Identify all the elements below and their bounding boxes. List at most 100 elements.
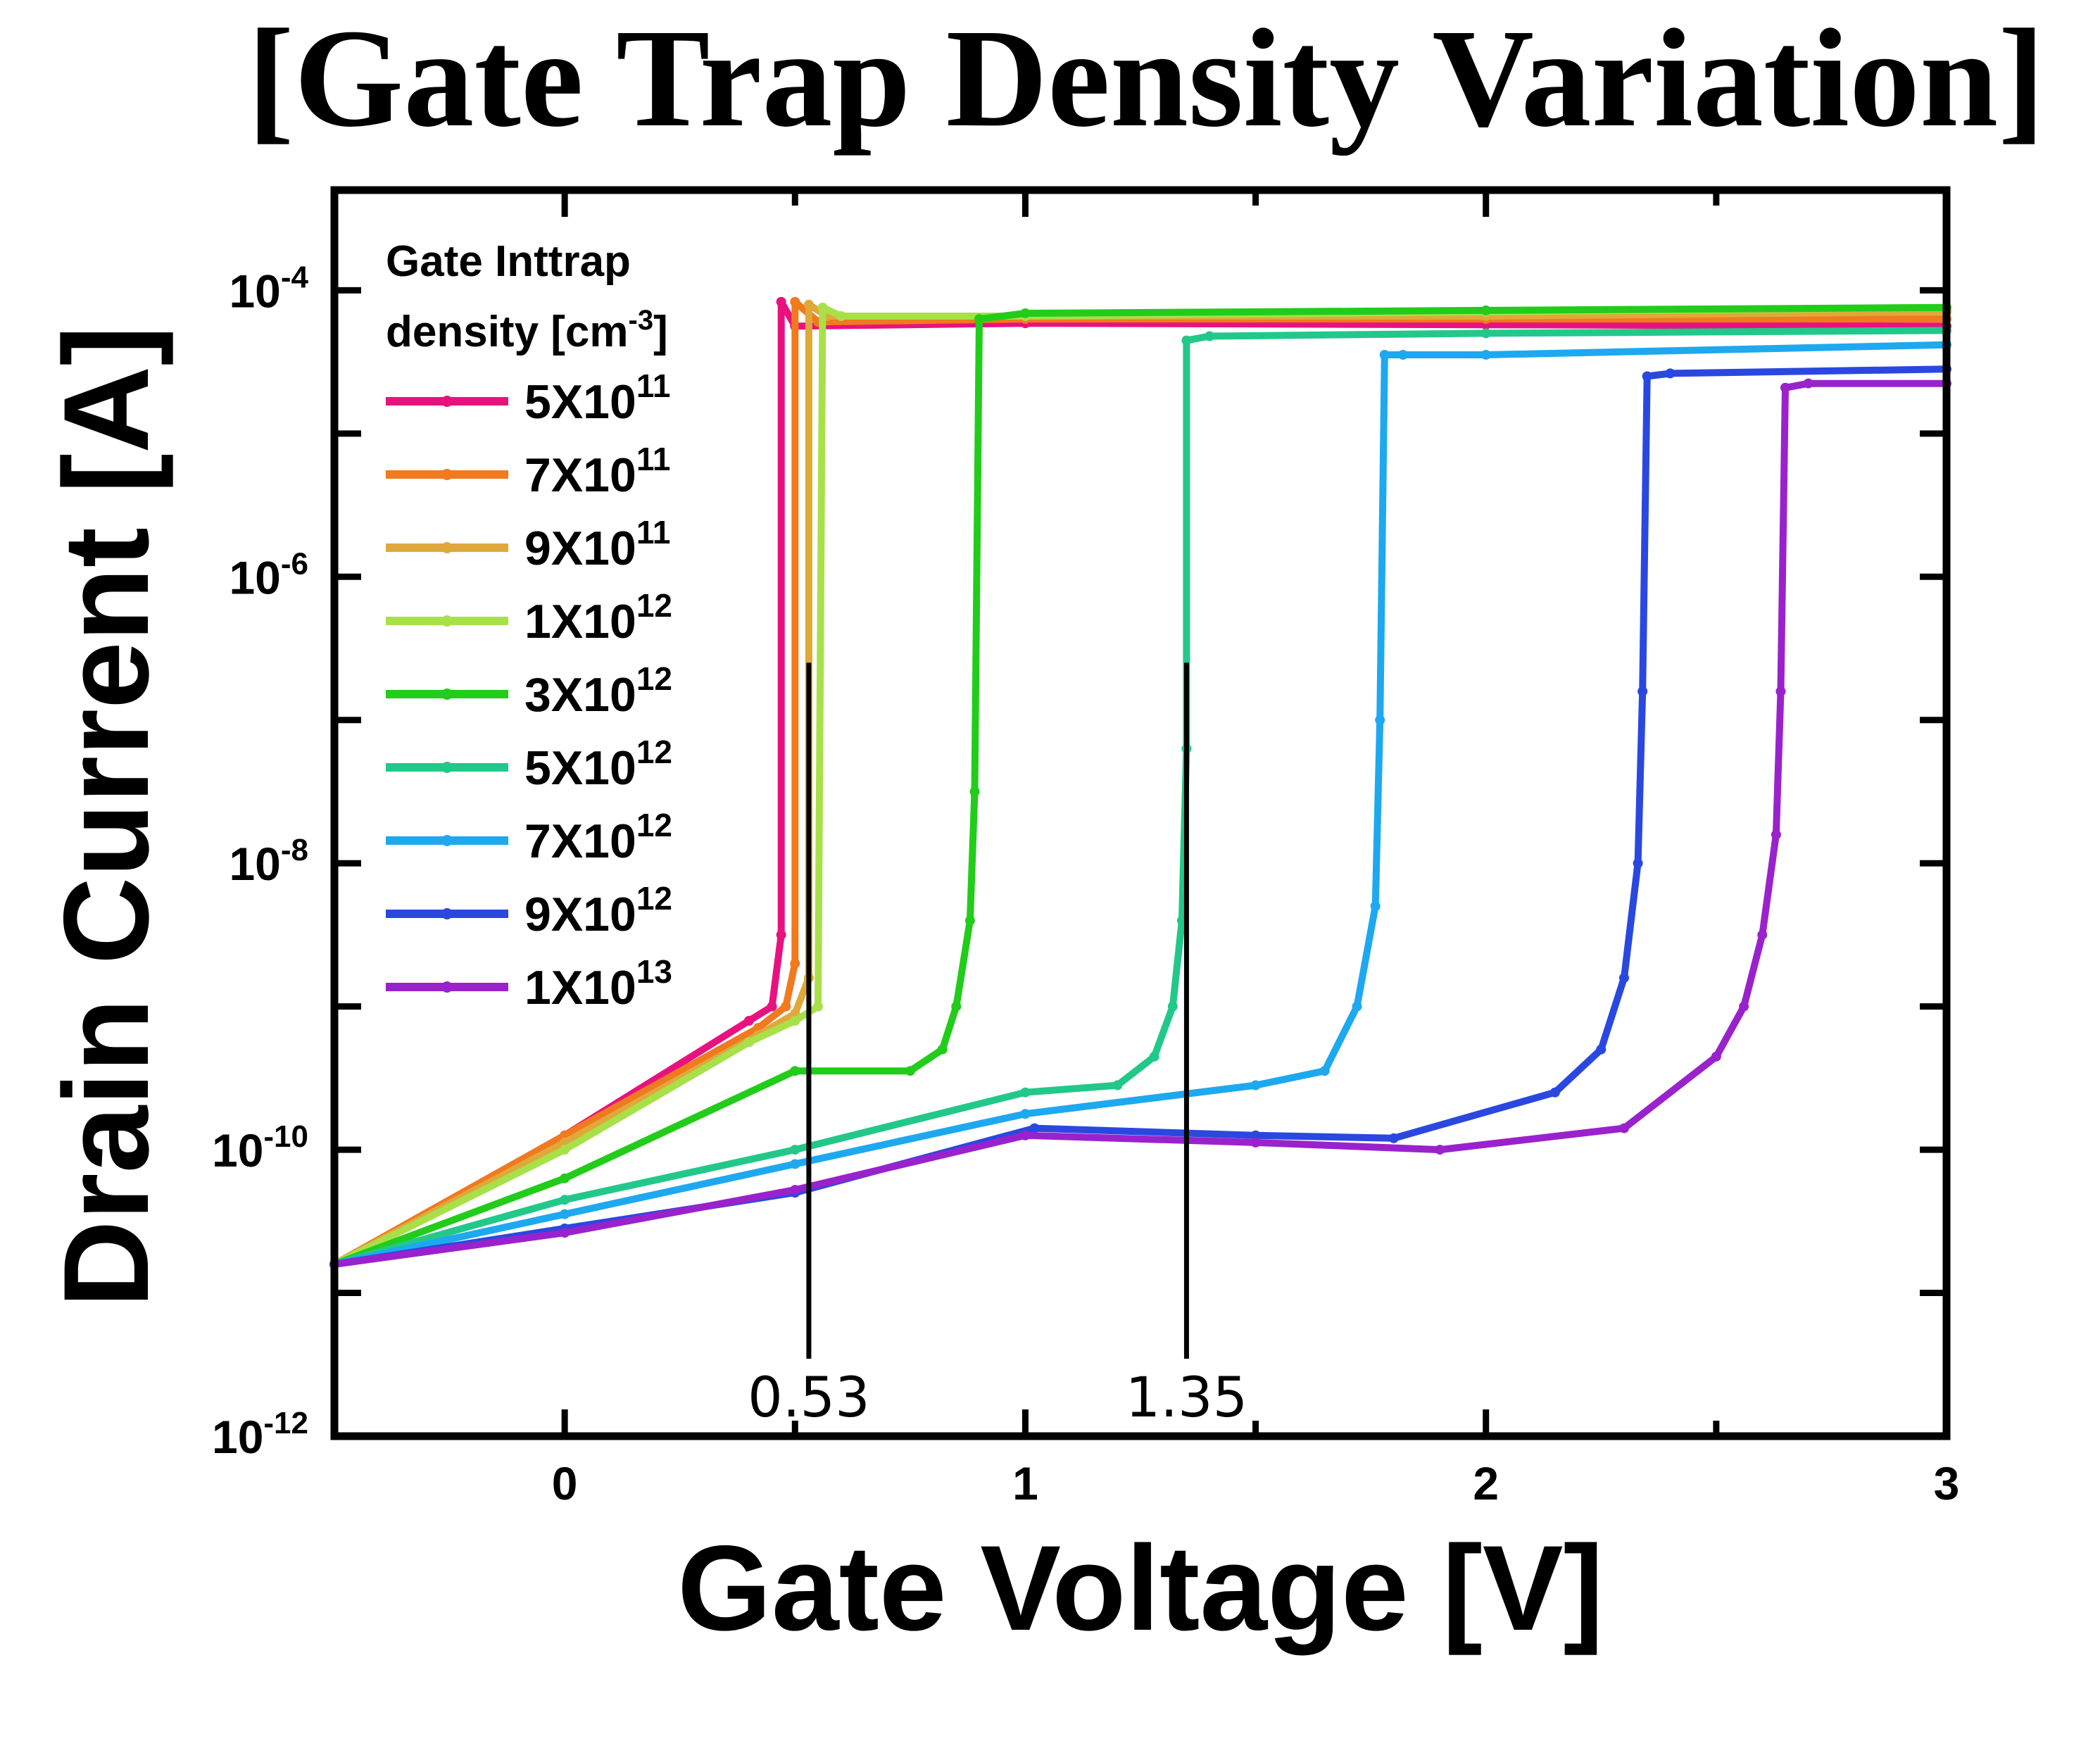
- data-point: [817, 302, 828, 313]
- data-point: [836, 311, 846, 322]
- data-point: [1397, 349, 1408, 360]
- legend-item: 7X1011: [386, 441, 670, 502]
- data-point: [1480, 305, 1491, 315]
- data-point: [776, 929, 786, 940]
- data-point: [1388, 1133, 1399, 1143]
- legend-label: 3X1012: [524, 660, 672, 722]
- data-point: [1775, 686, 1786, 697]
- data-point: [1250, 1130, 1261, 1140]
- data-point: [1020, 308, 1031, 318]
- data-point: [813, 1001, 823, 1012]
- data-point: [1596, 1044, 1607, 1055]
- legend: Gate Inttrap density [cm-3] 5X1011 7X1011 9X…: [386, 237, 672, 1014]
- data-point: [790, 1185, 800, 1195]
- data-point: [1319, 1066, 1330, 1076]
- legend-marker: [441, 908, 453, 919]
- data-point: [1549, 1087, 1560, 1098]
- x-tick-label: 2: [1473, 1457, 1499, 1509]
- data-point: [1637, 686, 1648, 697]
- data-point: [1480, 349, 1491, 360]
- data-point: [1803, 378, 1813, 389]
- data-point: [790, 1159, 800, 1169]
- data-point: [1480, 328, 1491, 339]
- legend-label: 9X1011: [524, 514, 670, 575]
- chart-title: [Gate Trap Density Variation]: [247, 1, 2045, 156]
- x-tick-label: 3: [1934, 1457, 1960, 1509]
- data-point: [1619, 972, 1629, 983]
- x-tick-label: 1: [1012, 1457, 1038, 1509]
- data-point: [1771, 829, 1781, 840]
- data-point: [790, 1016, 800, 1026]
- legend-item: 7X1012: [386, 807, 672, 868]
- data-point: [1020, 1109, 1031, 1119]
- data-point: [803, 299, 814, 310]
- legend-marker: [441, 762, 453, 773]
- legend-item: 9X1012: [386, 880, 672, 941]
- data-point: [1711, 1051, 1721, 1062]
- legend-marker: [441, 469, 453, 480]
- legend-item: 3X1012: [386, 660, 672, 722]
- y-tick-label: 10-10: [212, 1119, 308, 1176]
- data-point: [776, 296, 786, 307]
- data-point: [1757, 929, 1768, 940]
- data-point: [560, 1145, 570, 1155]
- legend-label: 7X1011: [524, 441, 670, 502]
- data-point: [1250, 1137, 1261, 1148]
- data-point: [790, 1066, 800, 1076]
- legend-marker: [441, 981, 453, 993]
- data-point: [1665, 368, 1675, 379]
- legend-label: 1X1013: [524, 953, 672, 1014]
- legend-item: 1X1013: [386, 953, 672, 1014]
- data-point: [1112, 1080, 1123, 1091]
- y-tick-label: 10-12: [212, 1406, 308, 1463]
- data-point: [1435, 1145, 1445, 1155]
- y-tick-label: 10-8: [229, 833, 308, 890]
- data-point: [1149, 1051, 1159, 1062]
- data-point: [1181, 335, 1192, 346]
- data-point: [969, 786, 980, 797]
- data-point: [743, 1016, 754, 1026]
- x-tick-label: 0: [552, 1457, 578, 1509]
- annotations: 0.53 1.35: [748, 662, 1247, 1430]
- legend-item: 9X1011: [386, 514, 670, 575]
- data-point: [1205, 331, 1215, 341]
- data-point: [905, 1066, 915, 1076]
- data-point: [1250, 1080, 1261, 1091]
- annotation-label: 0.53: [748, 1366, 870, 1430]
- data-point: [743, 1037, 754, 1048]
- legend-title-unit: density [cm-3]: [386, 305, 668, 356]
- data-point: [1780, 382, 1790, 393]
- legend-marker: [441, 396, 453, 407]
- data-point: [790, 1145, 800, 1155]
- data-point: [767, 1001, 777, 1012]
- annotation-label: 1.35: [1126, 1366, 1248, 1430]
- plot-frame: [330, 186, 1951, 1440]
- legend-label: 7X1012: [524, 807, 672, 868]
- data-point: [560, 1173, 570, 1183]
- plot-area: [329, 296, 1951, 1269]
- data-point: [1375, 715, 1385, 725]
- legend-item: 1X1012: [386, 587, 672, 648]
- y-tick-label: 10-6: [229, 546, 308, 603]
- legend-marker: [441, 542, 453, 553]
- data-point: [1352, 1001, 1362, 1012]
- data-point: [1370, 901, 1381, 912]
- data-point: [1619, 1123, 1629, 1133]
- axes: 0 1 2 3 10-4 10-6 10-8 10-10 10-12: [212, 186, 1960, 1509]
- y-tick-label: 10-4: [229, 260, 308, 317]
- data-point: [1642, 371, 1652, 382]
- data-point: [1167, 1001, 1178, 1012]
- data-point: [1633, 858, 1643, 869]
- legend-marker: [441, 689, 453, 700]
- data-point: [1020, 1087, 1031, 1098]
- series-line: [332, 298, 1947, 1268]
- data-point: [790, 958, 800, 969]
- legend-item: 5X1012: [386, 734, 672, 795]
- data-point: [1029, 1123, 1040, 1133]
- data-point: [790, 296, 800, 307]
- legend-label: 5X1011: [524, 367, 670, 429]
- data-point: [560, 1195, 570, 1205]
- data-point: [560, 1209, 570, 1219]
- series-line: [333, 303, 1947, 1268]
